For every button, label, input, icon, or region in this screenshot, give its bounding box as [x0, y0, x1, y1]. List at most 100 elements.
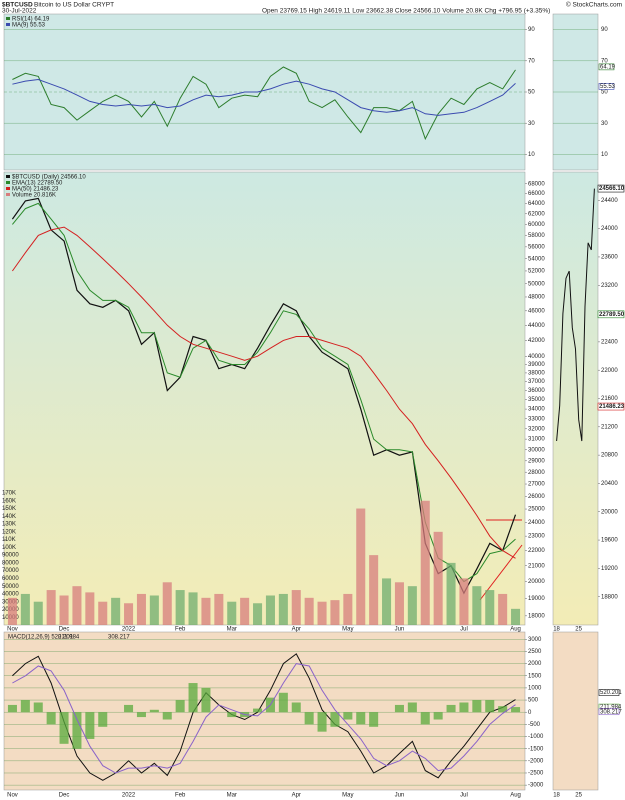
- histogram-bar: [175, 700, 185, 713]
- inset-x-tick-label: 25: [575, 627, 582, 633]
- y-tick-label: 23000: [528, 534, 545, 540]
- y-tick-label: 36000: [528, 388, 545, 394]
- y-tick-label: -2500: [528, 771, 544, 777]
- legend-swatch: [6, 175, 10, 178]
- volume-bar: [20, 593, 30, 625]
- value-box: [597, 310, 625, 319]
- inset-y-tick-label: 24000: [601, 226, 618, 232]
- y2-tick-label: 150K: [2, 506, 16, 512]
- y-tick-label: 50: [528, 90, 535, 96]
- date: 30-Jul-2022: [2, 8, 37, 15]
- symbol-name: Bitcoin to US Dollar CRYPT: [34, 2, 114, 9]
- legend-entry: 308.217: [108, 635, 130, 641]
- y2-tick-label: 70000: [2, 568, 19, 574]
- y-tick-label: -1000: [528, 734, 544, 740]
- histogram-bar: [20, 700, 30, 713]
- y-tick-label: 27000: [528, 482, 545, 488]
- series-line: [12, 202, 516, 583]
- y2-tick-label: 60000: [2, 576, 19, 582]
- y-tick-label: 40000: [528, 354, 545, 360]
- inset-line: [556, 188, 595, 442]
- histogram-bar: [162, 712, 172, 720]
- y-tick-label: 56000: [528, 244, 545, 250]
- volume-bar: [291, 590, 301, 625]
- volume-bar: [446, 562, 456, 625]
- volume-bar: [278, 593, 288, 625]
- histogram-bar: [291, 702, 301, 713]
- y-tick-label: 70: [528, 58, 535, 64]
- x-tick-label: Jul: [460, 793, 468, 799]
- y-tick-label: 2500: [528, 649, 542, 655]
- x-tick-label: Apr: [292, 627, 301, 633]
- y-tick-label: -1500: [528, 746, 544, 752]
- histogram-bar: [304, 712, 314, 725]
- series-line: [12, 653, 516, 781]
- inset-x-tick-label: 25: [575, 793, 582, 799]
- value-box-label: 308.217: [600, 709, 622, 715]
- inset-y-tick-label: 20000: [601, 509, 618, 515]
- x-tick-label: Jun: [395, 793, 405, 799]
- volume-bar: [136, 593, 146, 625]
- inset-y-tick-label: 20400: [601, 481, 618, 487]
- histogram-bar: [369, 712, 379, 727]
- histogram-bar: [459, 702, 469, 713]
- inset-y-tick-label: 20800: [601, 453, 618, 459]
- histogram-bar: [485, 700, 495, 713]
- value-box-label: 21486.23: [599, 404, 625, 410]
- volume-bar: [511, 608, 521, 625]
- x-tick-label: Aug: [510, 793, 521, 799]
- volume-bar: [498, 593, 508, 625]
- value-box-label: 24566.10: [599, 186, 625, 192]
- x-tick-label: May: [342, 793, 353, 799]
- legend-swatch: [6, 17, 10, 20]
- x-tick-label: 2022: [122, 627, 136, 633]
- x-tick-label: May: [342, 627, 353, 633]
- inset-y-tick-label: 22000: [601, 368, 618, 374]
- y-tick-label: 30000: [528, 447, 545, 453]
- histogram-bar: [343, 712, 353, 720]
- series-line: [12, 78, 516, 116]
- inset-y-tick-label: 19200: [601, 566, 618, 572]
- histogram-bar: [188, 683, 198, 713]
- volume-bar: [420, 500, 430, 625]
- volume-bar: [227, 601, 237, 625]
- histogram-bar: [433, 712, 443, 720]
- y2-tick-label: 100K: [2, 545, 16, 551]
- volume-bar: [407, 586, 417, 625]
- inset-y-tick-label: 21600: [601, 396, 618, 402]
- histogram-bar: [317, 712, 327, 732]
- histogram-bar: [420, 712, 430, 725]
- y2-tick-label: 130K: [2, 522, 16, 528]
- y-tick-label: -500: [528, 722, 541, 728]
- volume-bar: [459, 578, 469, 625]
- volume-bar: [149, 595, 159, 625]
- y-tick-label: 29000: [528, 458, 545, 464]
- y2-tick-label: 140K: [2, 514, 16, 520]
- volume-bar: [162, 582, 172, 625]
- histogram-bar: [72, 712, 82, 749]
- y-tick-label: 0: [528, 710, 532, 716]
- legend-swatch: [6, 181, 10, 184]
- histogram-bar: [149, 709, 159, 713]
- y2-tick-label: 170K: [2, 491, 16, 497]
- series-line: [11, 197, 517, 595]
- series-line: [12, 66, 516, 141]
- inset-y-tick-label: 19600: [601, 538, 618, 544]
- y-tick-label: 48000: [528, 295, 545, 301]
- volume-bar: [330, 600, 340, 625]
- value-box: [597, 402, 625, 411]
- inset-y-tick-label: 23200: [601, 283, 618, 289]
- histogram-bar: [253, 708, 263, 713]
- volume-bar: [72, 586, 82, 625]
- value-box-label: 22789.50: [599, 312, 625, 318]
- inset-y-tick-label: 23600: [601, 255, 618, 261]
- volume-bar: [433, 531, 443, 625]
- x-tick-label: Feb: [175, 627, 186, 633]
- x-tick-label: 2022: [122, 793, 136, 799]
- histogram-bar: [394, 704, 404, 713]
- inset-y-tick-label: 70: [601, 58, 608, 64]
- series-line: [11, 226, 516, 559]
- x-tick-label: Mar: [227, 627, 237, 633]
- y-tick-label: 33000: [528, 416, 545, 422]
- histogram-bar: [201, 687, 211, 713]
